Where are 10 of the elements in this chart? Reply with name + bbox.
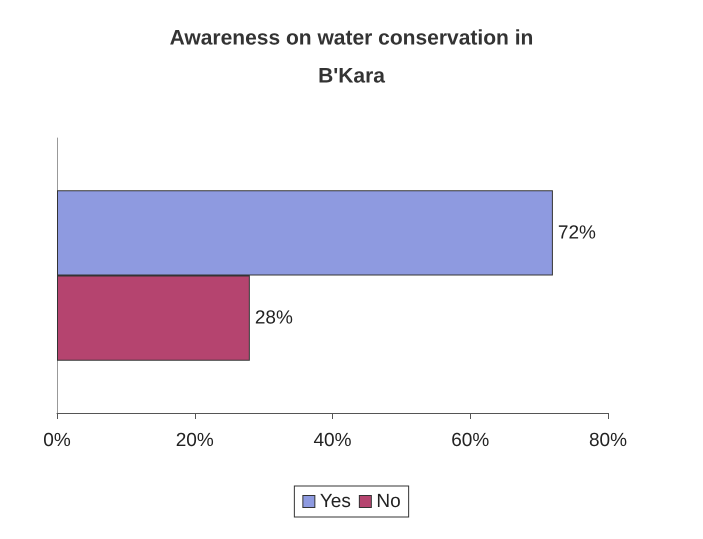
legend-label: Yes xyxy=(320,491,351,512)
chart-title: Awareness on water conservation in B'Kara xyxy=(170,26,534,88)
x-tick-label: 40% xyxy=(313,430,352,451)
data-label: 72% xyxy=(558,222,596,244)
x-tick-label: 20% xyxy=(176,430,214,451)
legend-label: No xyxy=(376,491,401,512)
x-tick-label: 60% xyxy=(451,430,490,451)
x-tick-label: 80% xyxy=(588,430,628,451)
x-tick-label: 0% xyxy=(43,430,71,451)
data-label: 28% xyxy=(254,308,293,329)
